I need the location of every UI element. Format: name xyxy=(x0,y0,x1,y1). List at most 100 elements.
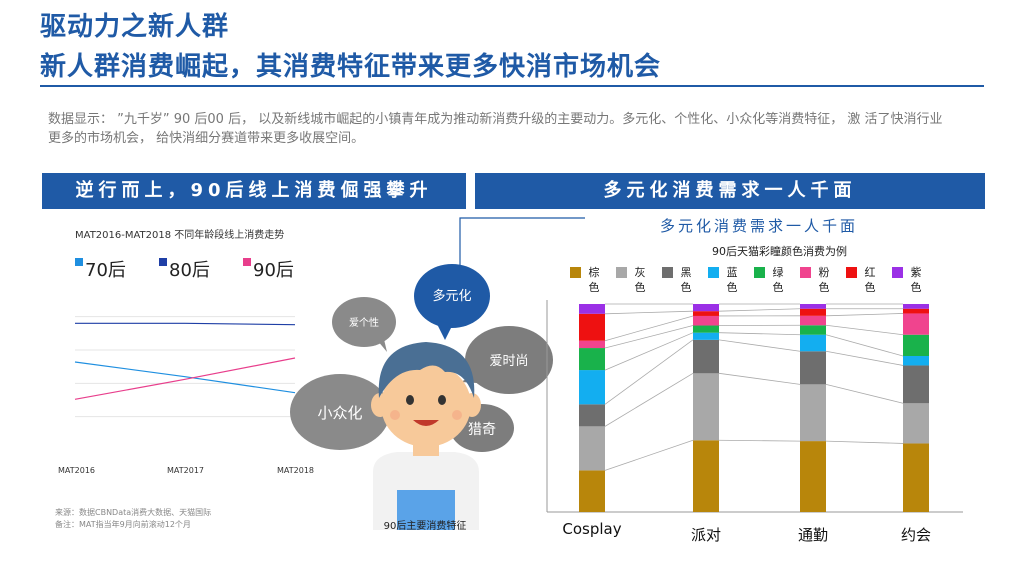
persona-avatar xyxy=(371,342,481,530)
bar-segment-通勤-紫色 xyxy=(800,304,826,309)
legend-swatch xyxy=(708,267,719,278)
x-tick-label: MAT2017 xyxy=(167,466,204,475)
bar-segment-通勤-黑色 xyxy=(800,351,826,385)
series-line-90后 xyxy=(74,357,296,400)
x-tick-label: MAT2016 xyxy=(58,466,95,475)
bar-segment-Cosplay-棕色 xyxy=(579,470,605,512)
connector-line xyxy=(718,339,801,352)
legend-swatch xyxy=(662,267,673,278)
legend-label: 红色 xyxy=(864,266,876,294)
connector-line xyxy=(718,439,801,442)
bubble-niche: 小众化 xyxy=(290,374,395,450)
legend-item-80: 80后 xyxy=(159,258,210,281)
legend-item-70: 70后 xyxy=(75,258,126,281)
persona-illustration: 多元化 爱个性 爱时尚 小众化 猎奇 xyxy=(290,217,585,530)
legend-label: 棕色 xyxy=(588,266,600,294)
bar-segment-Cosplay-粉色 xyxy=(579,340,605,349)
legend-label: 灰色 xyxy=(634,266,646,294)
bar-segment-派对-红色 xyxy=(693,311,719,316)
bubble-individuality: 爱个性 xyxy=(332,297,396,352)
source-note: 来源：数据CBNData消费大数据、天猫国际 备注：MAT指当年9月向前滚动12… xyxy=(55,507,211,531)
series-line-80后 xyxy=(75,322,296,326)
bar-segment-约会-紫色 xyxy=(903,304,929,309)
connector-line xyxy=(718,332,801,336)
connector-line xyxy=(825,350,904,366)
stacked-chart-categories: Cosplay 派对 通勤 约会 xyxy=(545,520,965,544)
bar-segment-约会-棕色 xyxy=(903,443,929,512)
connector-line xyxy=(825,313,904,317)
x-tick-label: MAT2018 xyxy=(277,466,314,475)
connector-line xyxy=(604,310,694,315)
legend-label: 绿色 xyxy=(772,266,784,294)
bar-segment-约会-蓝色 xyxy=(903,356,929,366)
bar-segment-派对-棕色 xyxy=(693,440,719,512)
connector-line xyxy=(718,308,801,312)
legend-label: 蓝色 xyxy=(726,266,738,294)
legend-swatch xyxy=(754,267,765,278)
title-divider xyxy=(40,85,984,87)
bubble-label-diversified: 多元化 xyxy=(432,288,471,304)
bar-segment-通勤-绿色 xyxy=(800,325,826,335)
legend-item-90: 90后 xyxy=(243,258,294,281)
bar-segment-通勤-棕色 xyxy=(800,441,826,512)
connector-line xyxy=(604,339,694,405)
legend-label-90: 90后 xyxy=(253,260,294,281)
x-category-label: 通勤 xyxy=(797,526,828,544)
connector-line xyxy=(604,315,694,342)
bar-segment-派对-紫色 xyxy=(693,304,719,312)
stacked-chart-legend: 棕色 灰色 黑色 蓝色 绿色 粉色 红色 紫色 xyxy=(560,265,960,299)
bubble-label-individuality: 爱个性 xyxy=(349,316,379,329)
legend-swatch-90 xyxy=(243,258,251,266)
bar-segment-通勤-蓝色 xyxy=(800,334,826,352)
bar-segment-Cosplay-红色 xyxy=(579,313,605,341)
bar-segment-Cosplay-灰色 xyxy=(579,426,605,471)
connector-line xyxy=(459,217,585,275)
bar-segment-Cosplay-绿色 xyxy=(579,348,605,371)
legend-label-70: 70后 xyxy=(85,260,126,281)
source-line-2: 备注：MAT指当年9月向前滚动12个月 xyxy=(55,520,191,529)
bar-segment-派对-黑色 xyxy=(693,339,719,374)
bar-segment-通勤-灰色 xyxy=(800,384,826,442)
bar-segment-派对-蓝色 xyxy=(693,332,719,340)
connector-line xyxy=(718,372,801,385)
bubble-fashion: 爱时尚 xyxy=(461,326,553,394)
bubble-diversified: 多元化 xyxy=(414,264,490,340)
left-section-banner: 逆行而上，90后线上消费倔强攀升 xyxy=(42,173,466,209)
page-subtitle: 新人群消费崛起，其消费特征带来更多快消市场机会 xyxy=(40,52,662,82)
legend-swatch-80 xyxy=(159,258,167,266)
bar-segment-约会-红色 xyxy=(903,308,929,314)
connector-line xyxy=(604,372,694,427)
connector-line xyxy=(825,440,904,444)
page-title: 驱动力之新人群 xyxy=(40,12,230,42)
connector-line xyxy=(604,332,694,371)
bar-segment-通勤-粉色 xyxy=(800,315,826,326)
x-category-label: 派对 xyxy=(690,526,721,544)
bar-segment-Cosplay-蓝色 xyxy=(579,370,605,405)
line-chart: MAT2016 MAT2017 MAT2018 xyxy=(58,316,314,475)
x-category-label: Cosplay xyxy=(562,520,622,538)
bar-segment-派对-绿色 xyxy=(693,325,719,333)
legend-swatch xyxy=(892,267,903,278)
intro-paragraph: 数据显示： ”九千岁” 90 后00 后， 以及新线城市崛起的小镇青年成为推动新… xyxy=(48,112,943,146)
stacked-chart-title: 多元化消费需求一人千面 xyxy=(660,217,859,235)
persona-caption: 90后主要消费特征 xyxy=(383,521,467,532)
stacked-bar-chart xyxy=(546,300,963,513)
connector-line xyxy=(604,439,694,471)
bar-segment-约会-灰色 xyxy=(903,403,929,444)
connector-line xyxy=(825,324,904,336)
bar-segment-派对-灰色 xyxy=(693,373,719,441)
bubble-label-niche: 小众化 xyxy=(317,404,362,422)
bar-segment-Cosplay-黑色 xyxy=(579,404,605,427)
line-chart-legend: 70后 80后 90后 xyxy=(75,256,294,282)
legend-label: 紫色 xyxy=(910,266,922,294)
stacked-chart-subtitle: 90后天猫彩瞳颜色消费为例 xyxy=(712,245,847,258)
x-category-label: 约会 xyxy=(900,526,931,544)
bar-segment-通勤-红色 xyxy=(800,308,826,316)
legend-label: 黑色 xyxy=(680,266,692,294)
connector-line xyxy=(825,334,904,357)
legend-swatch xyxy=(616,267,627,278)
bar-segment-派对-粉色 xyxy=(693,315,719,326)
legend-swatch xyxy=(800,267,811,278)
series-line-70后 xyxy=(74,361,296,394)
legend-label: 粉色 xyxy=(818,266,830,294)
